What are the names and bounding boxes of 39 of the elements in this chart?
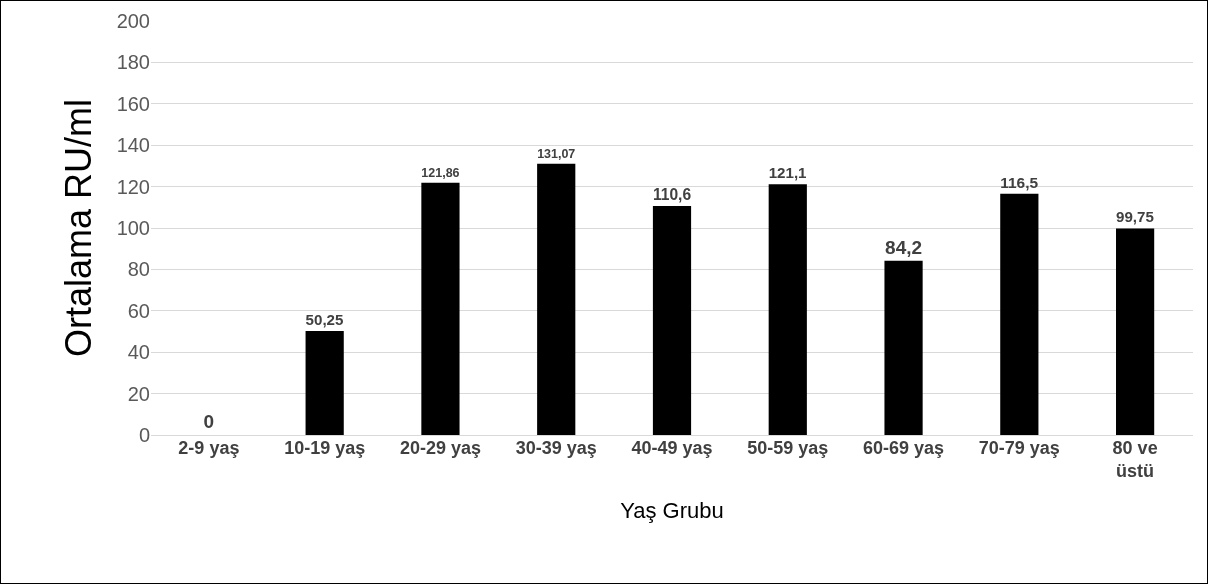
x-axis-title: Yaş Grubu — [620, 498, 724, 524]
y-axis-title: Ortalama RU/ml — [57, 98, 99, 358]
bar — [1000, 193, 1039, 435]
data-label: 121,1 — [768, 164, 807, 182]
x-tick-label: 30-39 yaş — [515, 438, 597, 458]
bar — [421, 182, 460, 435]
bar — [1116, 228, 1155, 435]
data-label: 121,86 — [421, 166, 460, 181]
data-label: 84,2 — [885, 236, 923, 258]
x-tick-label: 10-19 yaş — [284, 438, 366, 458]
y-tick-label: 100 — [116, 217, 150, 239]
x-tick-label: 70-79 yaş — [978, 438, 1060, 458]
y-tick-label: 120 — [116, 175, 150, 198]
x-tick-label: 2-9 yaş — [178, 438, 240, 458]
data-label: 0 — [203, 411, 215, 432]
x-tick-label: 60-69 yaş — [863, 438, 945, 458]
y-tick-label: 0 — [138, 424, 150, 446]
y-tick-label: 80 — [127, 258, 150, 281]
y-tick-label: 20 — [127, 382, 150, 405]
y-tick-label: 60 — [127, 299, 150, 322]
bar — [537, 163, 576, 435]
x-tick-label: 20-29 yaş — [399, 438, 481, 458]
x-tick-label: 50-59 yaş — [747, 438, 829, 458]
bar — [652, 206, 692, 435]
bar — [305, 330, 344, 435]
x-tick-label: 40-49 yaş — [631, 438, 713, 458]
data-label: 116,5 — [1000, 173, 1039, 191]
y-tick-label: 160 — [116, 92, 150, 115]
y-tick-label: 200 — [116, 10, 150, 32]
y-tick-label: 180 — [116, 51, 150, 74]
y-tick-label: 140 — [116, 134, 150, 157]
data-label: 99,75 — [1116, 208, 1154, 226]
y-tick-label: 40 — [127, 341, 150, 364]
x-tick-label: 80 ve üstü — [1112, 438, 1158, 482]
data-label: 131,07 — [537, 147, 576, 162]
bar — [884, 260, 923, 435]
data-label: 50,25 — [305, 310, 344, 328]
bar — [768, 184, 807, 435]
data-label: 110,6 — [652, 185, 692, 203]
